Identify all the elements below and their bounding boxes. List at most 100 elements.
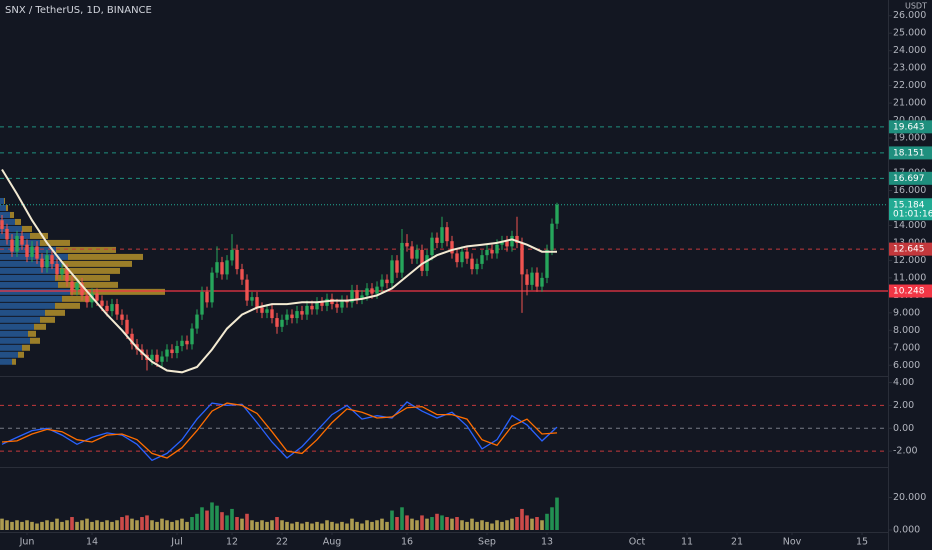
- volume-bar: [220, 512, 224, 530]
- volume-bar: [435, 513, 439, 530]
- volume-bar: [475, 521, 479, 530]
- candle-body: [385, 279, 389, 284]
- y-tick-label: 8.000: [893, 325, 920, 336]
- profile-down: [30, 232, 48, 239]
- candle-body: [190, 328, 194, 345]
- volume-bar: [100, 521, 104, 530]
- candle-body: [165, 349, 169, 357]
- candle-body: [515, 235, 519, 243]
- volume-bar: [275, 517, 279, 530]
- volume-bar: [270, 520, 274, 530]
- candle-body: [460, 251, 464, 263]
- volume-bar: [310, 523, 314, 530]
- candle-body: [155, 354, 159, 362]
- profile-up: [0, 309, 45, 316]
- price-level-label: 16.697: [893, 174, 925, 184]
- candle-body: [40, 258, 44, 268]
- y-tick-label: 20.000: [893, 492, 926, 503]
- volume-bar: [555, 497, 559, 530]
- candle-body: [315, 302, 319, 310]
- candle-body: [455, 253, 459, 263]
- x-tick-label: Jun: [19, 537, 35, 548]
- candle-body: [270, 309, 274, 319]
- x-tick-label: 11: [681, 537, 693, 548]
- volume-bar: [525, 515, 529, 530]
- candle-body: [520, 242, 524, 275]
- chart-title: SNX / TetherUS, 1D, BINANCE: [5, 5, 152, 16]
- candle-body: [60, 269, 64, 275]
- volume-bar: [430, 517, 434, 530]
- volume-bar: [315, 521, 319, 530]
- candle-body: [380, 279, 384, 287]
- volume-bar: [120, 517, 124, 530]
- volume-bar: [125, 515, 129, 530]
- x-tick-label: Aug: [323, 537, 342, 548]
- profile-down: [40, 239, 70, 246]
- volume-bar: [95, 520, 99, 530]
- volume-bar: [115, 520, 119, 530]
- volume-bar: [190, 517, 194, 530]
- y-tick-label: 22.000: [893, 80, 926, 91]
- price-level-label: 19.643: [893, 122, 925, 132]
- volume-bar: [165, 520, 169, 530]
- profile-up: [0, 288, 70, 295]
- profile-down: [45, 309, 65, 316]
- candle-body: [200, 291, 204, 315]
- profile-up: [0, 358, 12, 365]
- volume-bar: [410, 518, 414, 530]
- volume-bar: [130, 518, 134, 530]
- candle-body: [390, 260, 394, 284]
- profile-up: [0, 351, 18, 358]
- candle-body: [445, 227, 449, 242]
- volume-bar: [465, 521, 469, 530]
- candle-body: [260, 307, 264, 313]
- profile-down: [55, 302, 80, 309]
- candle-body: [290, 314, 294, 319]
- volume-bar: [230, 508, 234, 530]
- candle-body: [365, 288, 369, 296]
- profile-up: [0, 260, 62, 267]
- profile-down: [70, 288, 165, 295]
- candle-body: [505, 241, 509, 247]
- candle-body: [20, 235, 24, 245]
- candle-body: [535, 272, 539, 287]
- candle-body: [375, 286, 379, 294]
- x-tick-label: Jul: [170, 537, 182, 548]
- y-tick-label: 26.000: [893, 10, 926, 21]
- volume-bar: [255, 521, 259, 530]
- candle-body: [525, 274, 529, 285]
- volume-bar: [5, 520, 9, 530]
- x-tick-label: Oct: [629, 537, 646, 548]
- volume-bar: [240, 518, 244, 530]
- candle-body: [235, 249, 239, 270]
- volume-bar: [135, 520, 139, 530]
- y-tick-label: 21.000: [893, 98, 926, 109]
- candle-body: [300, 311, 304, 315]
- candle-body: [500, 241, 504, 245]
- candle-body: [50, 255, 54, 264]
- y-tick-label: 2.00: [893, 400, 914, 411]
- volume-bar: [245, 513, 249, 530]
- candle-body: [250, 297, 254, 301]
- candle-body: [495, 244, 499, 254]
- candle-body: [30, 246, 34, 257]
- y-tick-label: -2.00: [893, 446, 918, 457]
- volume-bar: [490, 523, 494, 530]
- volume-bar: [350, 518, 354, 530]
- candle-body: [170, 349, 174, 354]
- volume-bar: [90, 521, 94, 530]
- profile-up: [0, 295, 62, 302]
- volume-bar: [520, 508, 524, 530]
- volume-bar: [235, 517, 239, 530]
- profile-up: [0, 344, 22, 351]
- candle-body: [5, 228, 9, 240]
- y-tick-label: 0.00: [893, 423, 914, 434]
- volume-bar: [360, 523, 364, 530]
- candle-body: [100, 300, 104, 306]
- volume-bar: [405, 515, 409, 530]
- candle-body: [105, 305, 109, 312]
- candle-body: [275, 318, 279, 327]
- candle-body: [280, 319, 284, 327]
- volume-bar: [545, 513, 549, 530]
- candle-body: [25, 244, 29, 257]
